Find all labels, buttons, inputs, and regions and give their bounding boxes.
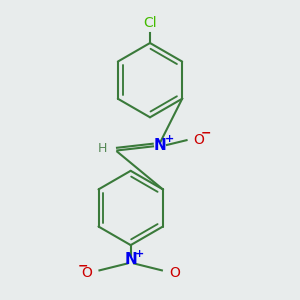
Text: +: + — [165, 134, 175, 144]
Text: Cl: Cl — [143, 16, 157, 30]
Text: −: − — [77, 260, 88, 272]
Text: −: − — [200, 127, 211, 140]
Text: H: H — [98, 142, 107, 155]
Text: O: O — [81, 266, 92, 280]
Text: N: N — [154, 138, 167, 153]
Text: N: N — [124, 253, 137, 268]
Text: +: + — [135, 249, 144, 259]
Text: O: O — [169, 266, 180, 280]
Text: O: O — [193, 133, 204, 147]
